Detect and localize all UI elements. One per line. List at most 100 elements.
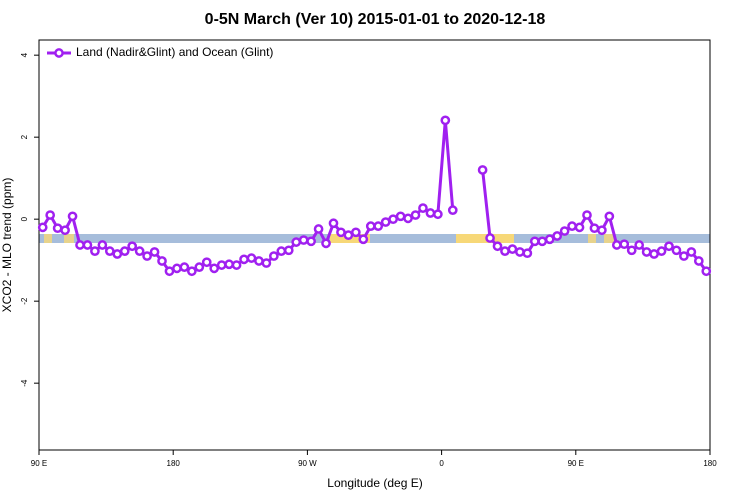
data-point <box>231 260 242 270</box>
data-point <box>90 246 100 256</box>
data-point <box>485 233 495 243</box>
data-point <box>418 203 428 213</box>
land-strip <box>604 234 614 243</box>
data-point <box>701 266 712 277</box>
data-point <box>60 225 70 236</box>
data-point <box>149 247 160 257</box>
y-tick-label: -2 <box>20 297 29 305</box>
data-point <box>291 237 302 247</box>
data-point <box>477 165 488 175</box>
x-tick-label: 180 <box>703 459 717 468</box>
data-point <box>649 249 659 259</box>
data-point <box>574 222 585 233</box>
data-point <box>597 225 607 236</box>
data-point <box>104 246 115 256</box>
data-point <box>179 262 190 272</box>
data-point <box>276 246 287 256</box>
data-point <box>373 221 384 231</box>
data-point <box>186 266 197 277</box>
data-point <box>552 231 563 241</box>
ocean-strip <box>39 234 710 243</box>
data-point <box>216 260 227 270</box>
x-tick-label: 90 E <box>568 459 584 468</box>
data-point <box>611 240 622 250</box>
data-point <box>321 238 331 249</box>
data-point <box>157 256 167 266</box>
data-point <box>544 234 555 245</box>
data-point <box>172 263 182 274</box>
land-strip <box>588 234 596 243</box>
data-point <box>634 240 645 250</box>
data-point <box>306 236 316 247</box>
data-point <box>52 223 63 234</box>
x-tick-label: 90 W <box>298 459 317 468</box>
x-tick-label: 180 <box>167 459 181 468</box>
data-point <box>693 256 704 266</box>
data-point <box>328 218 339 229</box>
data-point <box>209 263 220 274</box>
data-point <box>679 251 689 261</box>
data-point <box>447 205 458 215</box>
data-point <box>619 239 630 250</box>
data-point <box>97 240 108 250</box>
x-tick-label: 90 E <box>31 459 47 468</box>
data-point <box>239 254 249 265</box>
data-point <box>671 245 682 256</box>
data-point <box>529 236 540 247</box>
data-point <box>164 266 175 277</box>
data-point <box>433 209 443 220</box>
data-point <box>604 211 615 222</box>
data-point <box>246 253 257 263</box>
data-point <box>582 210 592 220</box>
data-point <box>380 217 391 227</box>
data-point <box>261 258 272 268</box>
data-point <box>45 210 56 220</box>
data-point <box>82 240 93 250</box>
data-point <box>403 213 413 224</box>
data-point <box>589 223 600 234</box>
data-point <box>37 222 48 233</box>
data-point <box>351 227 361 238</box>
data-point <box>75 240 85 250</box>
chart-title: 0-5N March (Ver 10) 2015-01-01 to 2020-1… <box>205 11 546 28</box>
legend-label: Land (Nadir&Glint) and Ocean (Glint) <box>76 45 273 59</box>
data-point <box>567 221 577 231</box>
data-point <box>298 235 309 245</box>
data-point <box>194 262 205 272</box>
plot-frame <box>38 39 711 451</box>
data-point <box>559 226 570 236</box>
data-point <box>112 249 123 259</box>
data-point <box>492 241 503 252</box>
y-axis-label: XCO2 - MLO trend (ppm) <box>0 178 14 313</box>
data-point <box>283 245 294 256</box>
data-point <box>626 245 637 256</box>
data-point <box>500 246 510 256</box>
data-point <box>67 211 78 222</box>
land-strip <box>64 234 74 243</box>
data-point <box>395 211 406 222</box>
y-tick-label: 2 <box>20 134 29 139</box>
y-tick-label: 4 <box>20 52 29 57</box>
x-axis-label: Longitude (deg E) <box>327 476 422 490</box>
land-strip <box>44 234 52 243</box>
data-point <box>365 221 376 231</box>
data-point <box>388 214 398 225</box>
data-point <box>127 241 138 252</box>
land-ocean-strip <box>39 234 710 243</box>
y-tick-label: 0 <box>20 216 29 221</box>
data-point <box>410 210 421 220</box>
x-tick-label: 0 <box>439 459 444 468</box>
data-point <box>358 234 369 245</box>
data-point <box>119 246 130 256</box>
data-point <box>254 256 264 266</box>
data-point <box>269 251 279 261</box>
land-strip <box>456 234 514 243</box>
data-point <box>656 246 667 256</box>
data-point <box>313 224 324 234</box>
legend-marker <box>54 48 64 58</box>
data-point <box>134 246 145 256</box>
y-tick-label: -4 <box>20 379 29 387</box>
data-point <box>507 244 518 254</box>
data-point <box>686 247 697 257</box>
